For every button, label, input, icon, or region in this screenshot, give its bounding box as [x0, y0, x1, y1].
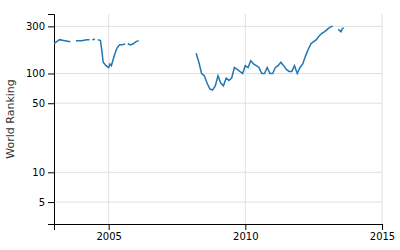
y-tick-label: 300 [26, 21, 45, 32]
y-axis-line [48, 15, 55, 225]
y-tick-mark [48, 73, 54, 74]
grid-line-y [54, 172, 382, 173]
y-tick: 300 [26, 21, 54, 32]
plot-area [54, 26, 344, 90]
y-tick: 10 [32, 167, 54, 178]
x-tick-label: 2005 [96, 231, 121, 242]
y-tick-mark [48, 202, 54, 203]
y-tick-label: 5 [39, 197, 45, 208]
chart-svg: 2005 2010 2015 5 10 50 100 300 World Ranking [0, 0, 400, 250]
y-tick-mark [48, 26, 54, 27]
x-tick-label: 2010 [233, 231, 258, 242]
y-axis-title: World Ranking [4, 79, 17, 159]
grid-line-x [245, 14, 246, 224]
y-tick: 5 [39, 197, 54, 208]
y-tick-mark [48, 172, 54, 173]
x-tick: 2010 [233, 224, 258, 242]
x-tick: 2015 [370, 224, 395, 242]
grid-line-x [108, 14, 109, 224]
y-tick-label: 10 [32, 167, 45, 178]
grid [54, 14, 382, 224]
x-axis-line [55, 225, 383, 231]
y-tick-mark [48, 103, 54, 104]
y-tick-label: 50 [32, 98, 45, 109]
grid-line-y [54, 103, 382, 104]
grid-line-x [382, 14, 383, 224]
x-tick-mark [245, 224, 246, 230]
y-tick-label: 100 [26, 68, 45, 79]
grid-line-y [54, 202, 382, 203]
chart-container: 2005 2010 2015 5 10 50 100 300 World Ranking [0, 0, 400, 250]
x-tick-mark [382, 224, 383, 230]
y-tick: 100 [26, 68, 54, 79]
y-axis: 5 10 50 100 300 [26, 15, 55, 225]
x-tick-mark [109, 224, 110, 230]
x-tick-label: 2015 [370, 231, 395, 242]
x-axis: 2005 2010 2015 [55, 224, 396, 242]
data-line [54, 26, 344, 90]
y-tick: 50 [32, 98, 54, 109]
x-tick: 2005 [96, 224, 121, 242]
